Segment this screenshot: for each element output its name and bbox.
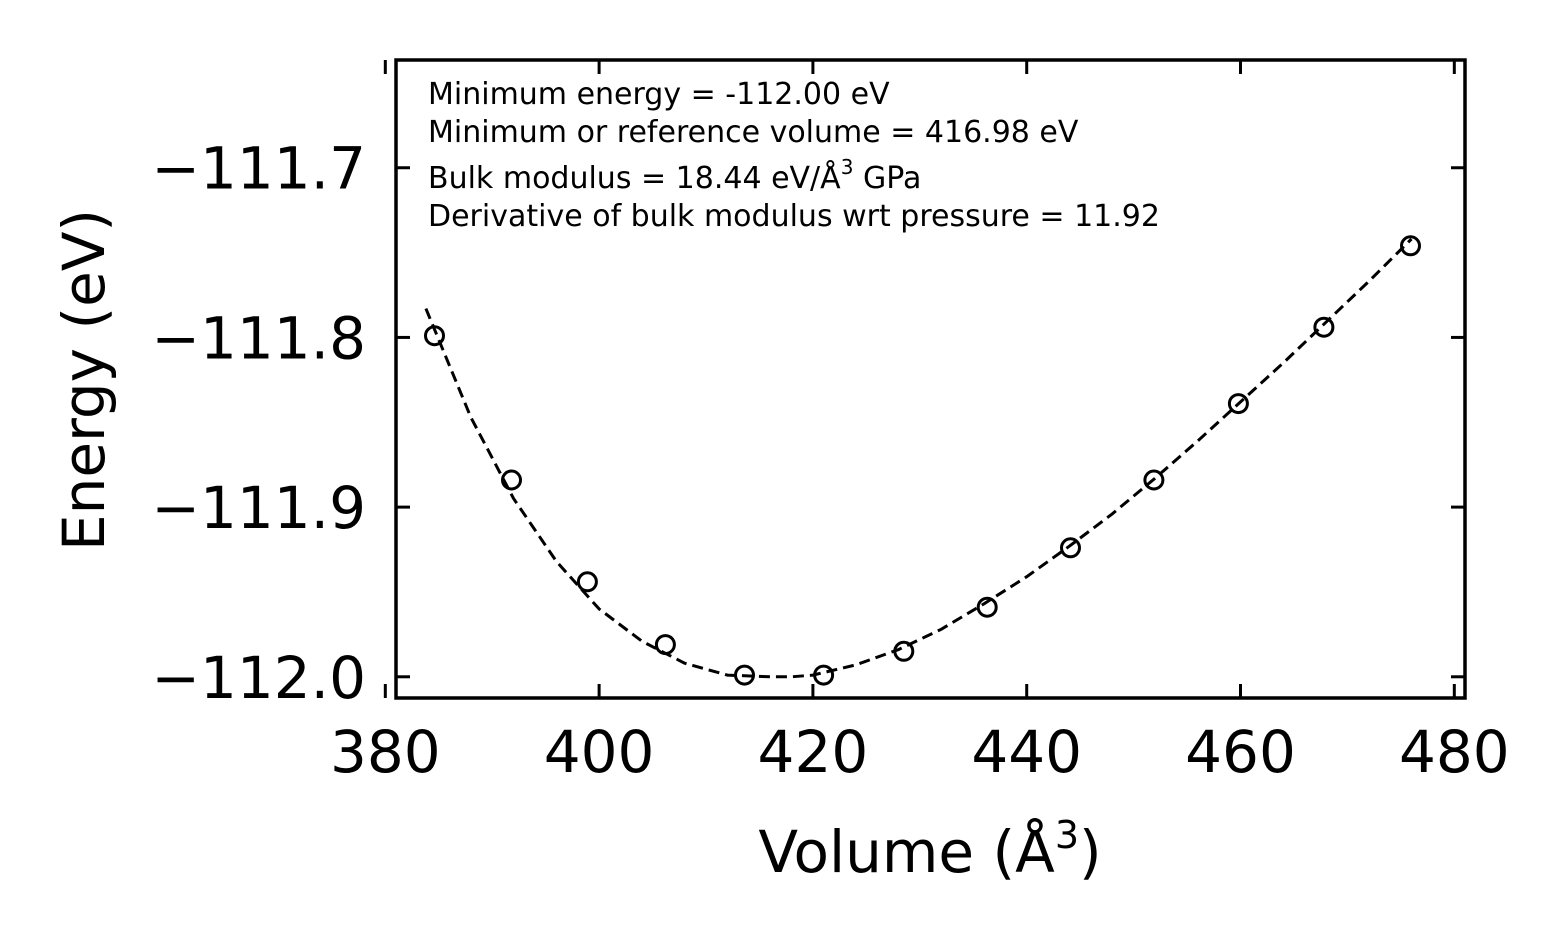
data-point [893,640,915,662]
x-axis-label-main: Volume (Å [758,817,1055,886]
data-point [813,664,835,686]
data-point [501,469,522,491]
x-tick-label: 460 [1185,718,1296,786]
y-tick-label: −111.7 [151,135,366,203]
y-tick-label: −111.9 [151,474,366,542]
x-tick-label: 440 [971,718,1082,786]
data-point [1227,393,1249,415]
fit-line-layer [424,237,1413,679]
annotation-box: Minimum energy = -112.00 eV Minimum or r… [428,77,1160,234]
annotation-ref-volume: Minimum or reference volume = 416.98 eV [428,115,1079,150]
data-point [1143,469,1165,491]
data-point [576,571,598,593]
data-points-layer [424,235,1421,686]
data-point [424,325,445,347]
x-axis-label: Volume (Å3) [758,813,1101,886]
annotation-bulk-derivative: Derivative of bulk modulus wrt pressure … [428,199,1160,234]
annotation-bulk-modulus: Bulk modulus = 18.44 eV/Å3 GPa [428,155,921,196]
y-tick-label: −112.0 [151,644,366,712]
x-tick-label: 420 [758,718,869,786]
ticks-layer [383,60,1465,698]
x-tick-label: 380 [330,718,441,786]
x-tick-label: 400 [544,718,655,786]
plot-frame [394,58,1467,700]
x-axis-label-tail: ) [1079,818,1102,886]
fit-curve [424,237,1413,679]
annotation-bulk-modulus-sup: 3 [841,155,854,179]
data-point [1313,316,1335,338]
y-tick-label: −111.8 [151,304,366,372]
data-point [654,634,676,656]
y-axis-label: Energy (eV) [50,209,118,551]
plot-area [383,58,1467,700]
annotation-min-energy: Minimum energy = -112.00 eV [428,77,890,112]
x-tick-label: 480 [1399,718,1510,786]
data-point [1400,235,1421,257]
annotation-bulk-modulus-main: Bulk modulus = 18.44 eV/Å [428,160,841,196]
data-point [976,596,998,618]
data-point [734,664,755,686]
x-axis-label-sup: 3 [1055,813,1079,857]
annotation-bulk-modulus-tail: GPa [853,161,921,196]
data-point [1060,537,1081,559]
